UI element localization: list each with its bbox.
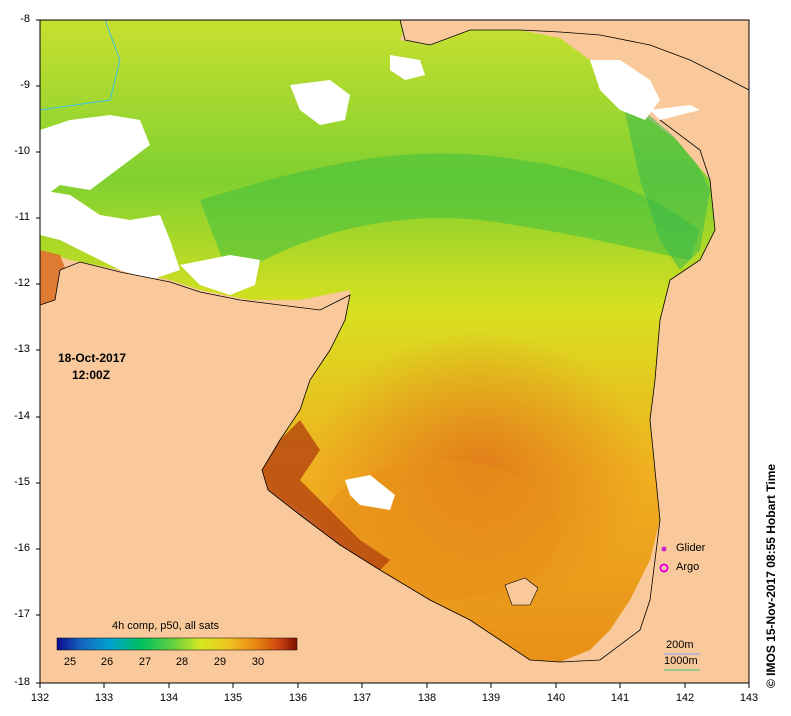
land-arnhem	[40, 262, 640, 683]
lon-label: 133	[94, 692, 114, 704]
colorbar-tick: 26	[100, 656, 114, 668]
colorbar-tick: 28	[175, 656, 189, 668]
cloud-patch-west	[40, 115, 150, 200]
lon-label: 140	[546, 692, 566, 704]
argo-legend-label: Argo	[676, 561, 700, 573]
green-band-north	[200, 153, 700, 280]
lat-label: -13	[14, 343, 30, 355]
west-warm-area	[40, 250, 70, 305]
cloud-patch-ne	[390, 55, 425, 80]
glider-legend-label: Glider	[676, 542, 706, 554]
lat-label: -18	[14, 676, 30, 688]
credit-text: © IMOS 15-Nov-2017 08:55 Hobart Time	[764, 464, 778, 688]
coastline	[39, 119, 716, 663]
colorbar-tick: 27	[138, 656, 152, 668]
lon-label: 139	[481, 692, 501, 704]
credit-label: IMOS 15-Nov-2017 08:55 Hobart Time	[764, 463, 778, 676]
time-label: 12:00Z	[72, 368, 111, 382]
colorbar-tick: 25	[63, 656, 77, 668]
cloud-patch-central	[40, 190, 180, 280]
lat-tick-marks	[36, 19, 40, 684]
lon-label: 135	[223, 692, 243, 704]
land-cape-york	[640, 110, 749, 683]
colorbar-title: 4h comp, p50, all sats	[112, 620, 220, 632]
lon-label: 136	[288, 692, 308, 704]
lon-label: 138	[417, 692, 437, 704]
lon-label: 141	[610, 692, 630, 704]
lon-label: 137	[352, 692, 372, 704]
colorbar-tick: 30	[251, 656, 265, 668]
lat-label: -15	[14, 476, 30, 488]
lat-label: -17	[14, 608, 30, 620]
coastline-north	[399, 19, 750, 91]
copyright-icon: ©	[764, 679, 778, 688]
cloud-patch-north	[290, 80, 350, 125]
lat-label: -14	[14, 410, 30, 422]
lat-label: -10	[14, 145, 30, 157]
lon-label: 143	[739, 692, 759, 704]
land-new-guinea	[400, 20, 749, 90]
lat-label: -11	[14, 211, 30, 223]
lon-label: 134	[159, 692, 179, 704]
argo-marker	[659, 563, 669, 573]
map-frame	[39, 19, 750, 684]
green-band-east	[620, 90, 710, 270]
lon-label: 132	[30, 692, 50, 704]
lat-label: -12	[14, 277, 30, 289]
lat-label: -9	[20, 79, 30, 91]
island-south	[504, 577, 539, 606]
lat-label: -16	[14, 542, 30, 554]
glider-marker	[661, 546, 667, 552]
lon-tick-marks	[39, 683, 750, 688]
lon-label: 142	[675, 692, 695, 704]
colorbar	[56, 637, 298, 651]
hot-coastal-band	[262, 420, 390, 570]
lat-label: -8	[20, 13, 30, 25]
depth-200m-label: 200m	[666, 639, 694, 651]
cloud-patch-east	[590, 60, 660, 120]
date-label: 18-Oct-2017	[58, 351, 127, 365]
cloud-patch-south-west	[180, 255, 260, 295]
cloud-patch-inland-sea	[345, 475, 395, 510]
river	[39, 19, 121, 111]
colorbar-tick: 29	[213, 656, 227, 668]
depth-1000m-label: 1000m	[664, 655, 698, 667]
